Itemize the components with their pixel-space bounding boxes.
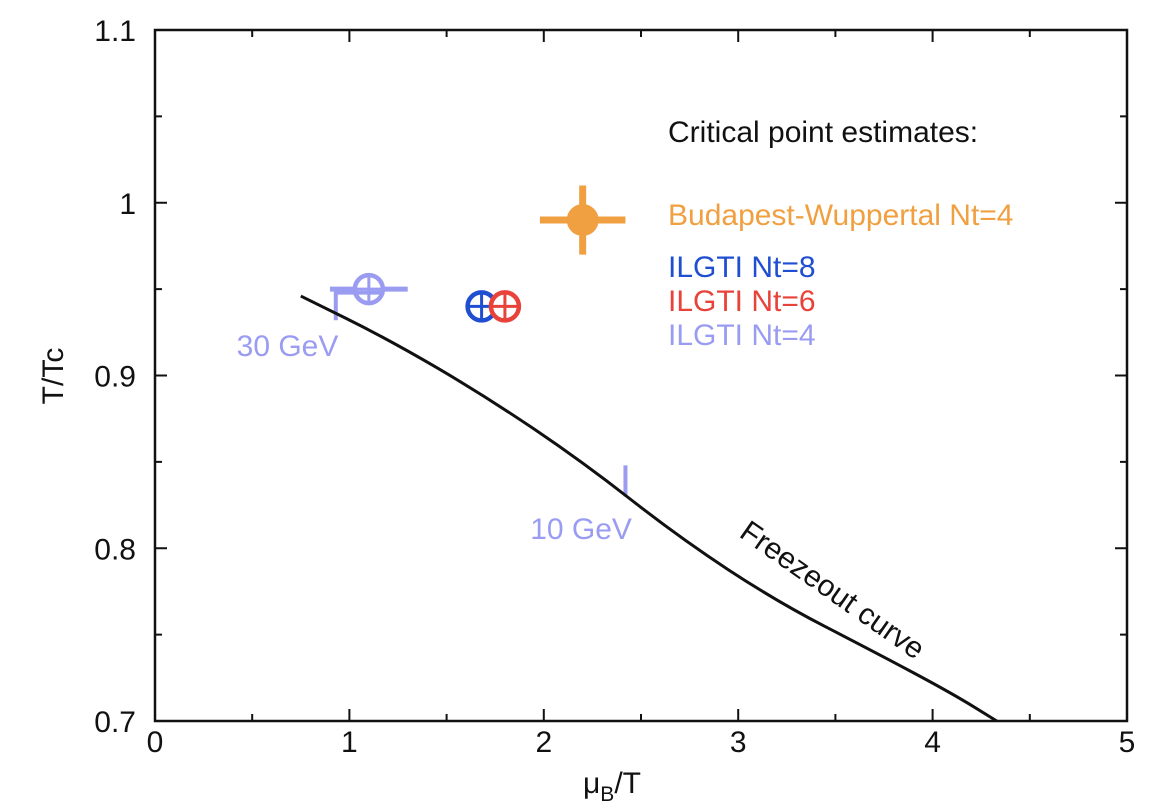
series-ilgti-nt-4 [329,272,408,306]
x-axis-title-subscript: B [600,783,614,801]
legend-entry-budapest-wuppertal: Budapest-Wuppertal Nt=4 [668,199,1013,232]
legend-entry-ilgti-nt8: ILGTI Nt=8 [668,251,816,284]
x-axis-title: μB/T [583,767,641,801]
30-gev-label: 30 GeV [237,330,339,363]
legend-entry-ilgti-nt6: ILGTI Nt=6 [668,285,816,318]
x-tick-label: 2 [535,726,552,759]
y-tick-label: 1 [119,188,136,221]
plot-frame [153,28,1129,723]
series-ilgti-nt-6 [488,290,522,323]
x-tick-label: 3 [730,726,747,759]
x-tick-label: 5 [1119,726,1136,759]
y-axis-title: T/Tc [37,348,70,405]
x-tick-label: 4 [924,726,941,759]
legend: Critical point estimates: Budapest-Wuppe… [668,116,1013,352]
series-budapest-wuppertal-nt-4 [539,185,626,255]
y-tick-label: 0.8 [94,533,136,566]
legend-title: Critical point estimates: [668,116,978,149]
annotations: 30 GeV 10 GeV [237,290,632,546]
legend-entry-ilgti-nt4: ILGTI Nt=4 [668,319,816,352]
y-tick-label: 0.7 [94,706,136,739]
30-gev-marker [333,290,385,321]
10-gev-label: 10 GeV [530,513,632,546]
x-axis-title-suffix: /T [614,767,641,800]
x-tick-label: 0 [147,726,164,759]
freezeout-curve [300,294,998,723]
axis-titles: T/Tc μB/T [37,348,641,801]
x-axis-title-mu: μ [583,767,600,800]
freezeout-curve-group: Freezeout curve [300,294,998,723]
y-tick-label: 0.9 [94,361,136,394]
data-point [566,204,599,237]
y-tick-label: 1.1 [94,15,136,48]
x-tick-label: 1 [341,726,358,759]
plot-area: 0 1 2 3 4 5 0.7 0.8 0.9 1 1.1 [94,15,1135,759]
